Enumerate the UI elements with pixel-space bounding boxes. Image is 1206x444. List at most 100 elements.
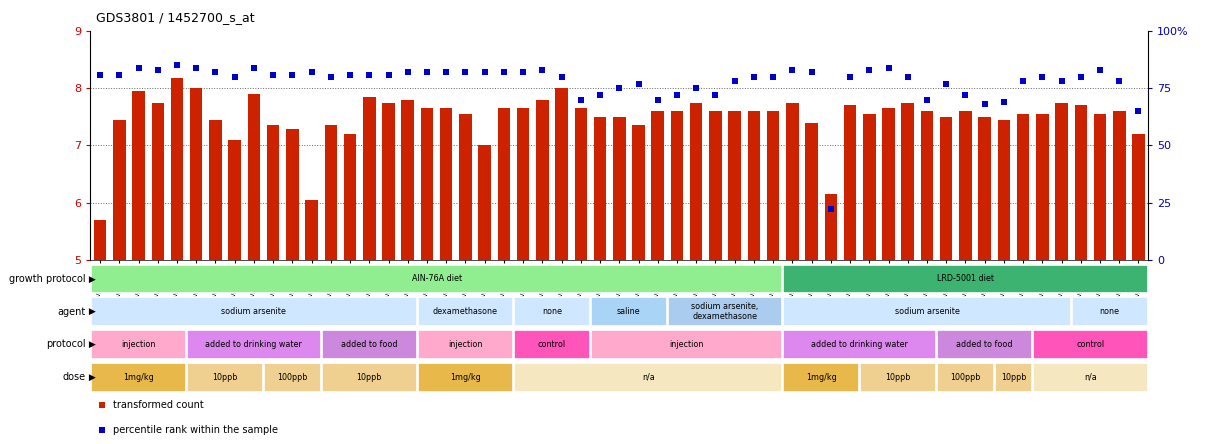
- Bar: [591, 330, 783, 359]
- Text: 1mg/kg: 1mg/kg: [123, 373, 154, 382]
- Point: [686, 85, 706, 92]
- Bar: [632, 125, 645, 260]
- Bar: [191, 88, 203, 260]
- Bar: [1017, 114, 1030, 260]
- Point: [1090, 67, 1110, 74]
- Bar: [1075, 105, 1087, 260]
- Text: n/a: n/a: [1084, 373, 1096, 382]
- Bar: [939, 117, 953, 260]
- Text: control: control: [1077, 340, 1105, 349]
- Point: [302, 69, 321, 76]
- Bar: [920, 111, 933, 260]
- Bar: [418, 363, 513, 392]
- Bar: [537, 99, 549, 260]
- Point: [898, 73, 918, 80]
- Point: [706, 91, 725, 99]
- Text: sodium arsenite: sodium arsenite: [222, 307, 286, 316]
- Point: [802, 69, 821, 76]
- Text: 1mg/kg: 1mg/kg: [806, 373, 837, 382]
- Bar: [709, 111, 721, 260]
- Text: LRD-5001 diet: LRD-5001 diet: [937, 274, 994, 283]
- Text: sodium arsenite,
dexamethasone: sodium arsenite, dexamethasone: [691, 302, 759, 321]
- Bar: [651, 111, 665, 260]
- Bar: [267, 125, 280, 260]
- Point: [860, 67, 879, 74]
- Bar: [574, 108, 587, 260]
- Text: protocol: protocol: [46, 340, 86, 349]
- Text: 10ppb: 10ppb: [212, 373, 238, 382]
- Bar: [479, 145, 491, 260]
- Bar: [1094, 114, 1106, 260]
- Bar: [1036, 114, 1048, 260]
- Point: [187, 64, 206, 71]
- Bar: [440, 108, 452, 260]
- Text: n/a: n/a: [642, 373, 655, 382]
- Bar: [668, 297, 783, 326]
- Bar: [133, 91, 145, 260]
- Text: AIN-76A diet: AIN-76A diet: [411, 274, 462, 283]
- Bar: [363, 97, 375, 260]
- Bar: [784, 330, 936, 359]
- Point: [879, 64, 898, 71]
- Point: [359, 71, 379, 78]
- Text: 1mg/kg: 1mg/kg: [450, 373, 481, 382]
- Bar: [152, 103, 164, 260]
- Bar: [786, 103, 798, 260]
- Point: [1032, 73, 1052, 80]
- Bar: [1034, 363, 1148, 392]
- Text: growth protocol: growth protocol: [8, 274, 86, 284]
- Text: added to drinking water: added to drinking water: [205, 340, 303, 349]
- Bar: [844, 105, 856, 260]
- Point: [379, 71, 398, 78]
- Text: sodium arsenite: sodium arsenite: [895, 307, 960, 316]
- Bar: [997, 120, 1011, 260]
- Point: [263, 71, 282, 78]
- Point: [994, 99, 1013, 106]
- Point: [321, 73, 340, 80]
- Bar: [937, 330, 1032, 359]
- Point: [841, 73, 860, 80]
- Bar: [517, 108, 529, 260]
- Bar: [514, 363, 783, 392]
- Point: [763, 73, 783, 80]
- Bar: [825, 194, 837, 260]
- Bar: [978, 117, 991, 260]
- Point: [437, 69, 456, 76]
- Bar: [806, 123, 818, 260]
- Text: transformed count: transformed count: [113, 400, 204, 410]
- Point: [226, 73, 245, 80]
- Text: added to food: added to food: [956, 340, 1013, 349]
- Point: [206, 69, 226, 76]
- Bar: [402, 99, 414, 260]
- Text: percentile rank within the sample: percentile rank within the sample: [113, 425, 279, 435]
- Point: [937, 80, 956, 87]
- Bar: [1055, 103, 1067, 260]
- Bar: [94, 220, 106, 260]
- Point: [168, 62, 187, 69]
- Point: [90, 71, 110, 78]
- Bar: [286, 129, 299, 260]
- Point: [1129, 107, 1148, 115]
- Point: [398, 69, 417, 76]
- Bar: [90, 330, 186, 359]
- Bar: [90, 363, 186, 392]
- Bar: [748, 111, 760, 260]
- Bar: [382, 103, 394, 260]
- Point: [956, 91, 976, 99]
- Bar: [344, 134, 356, 260]
- Text: injection: injection: [669, 340, 704, 349]
- Bar: [863, 114, 876, 260]
- Bar: [784, 363, 859, 392]
- Point: [1071, 73, 1090, 80]
- Text: dexamethasone: dexamethasone: [433, 307, 498, 316]
- Text: GDS3801 / 1452700_s_at: GDS3801 / 1452700_s_at: [96, 12, 256, 24]
- Point: [1110, 78, 1129, 85]
- Bar: [959, 111, 972, 260]
- Text: 10ppb: 10ppb: [885, 373, 911, 382]
- Point: [667, 91, 686, 99]
- Bar: [995, 363, 1032, 392]
- Bar: [421, 108, 433, 260]
- Point: [552, 73, 572, 80]
- Text: control: control: [538, 340, 566, 349]
- Text: ▶: ▶: [86, 340, 95, 349]
